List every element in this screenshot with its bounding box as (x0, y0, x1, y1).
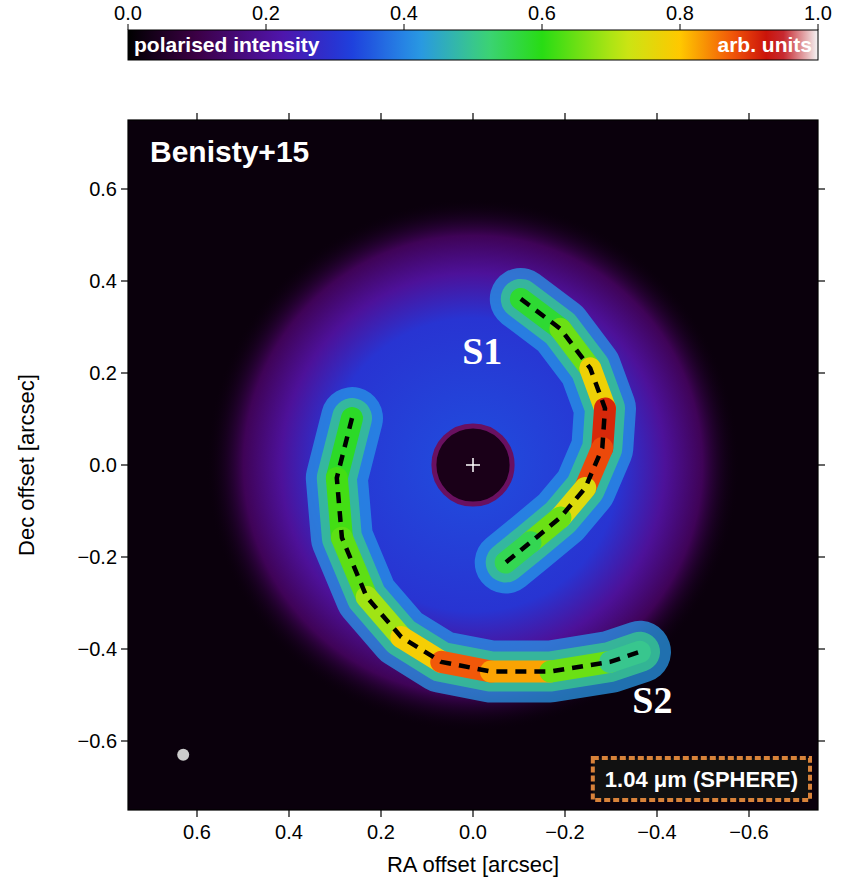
beam (177, 749, 189, 761)
y-tick-label: −0.2 (78, 546, 117, 568)
x-tick (656, 810, 657, 817)
x-tick (196, 810, 197, 817)
x-tick-label: −0.6 (729, 821, 768, 843)
y-tick (121, 372, 128, 373)
x-tick (748, 113, 749, 120)
coronagraph-mask (434, 426, 512, 504)
colorbar-tick-label: 0.8 (666, 2, 694, 24)
colorbar-tick (128, 24, 129, 30)
y-tick-label: −0.4 (78, 638, 117, 660)
diffuse-disk (206, 198, 740, 732)
y-tick-label: 0.4 (89, 270, 117, 292)
figure: 0.0 0.2 0.4 0.6 0.8 1.0 polarised intensity arb… (0, 0, 846, 886)
x-tick (656, 113, 657, 120)
band-box: 1.04 μm (SPHERE) (593, 758, 810, 800)
y-tick-label: 0.6 (89, 178, 117, 200)
x-tick (472, 810, 473, 817)
y-tick (818, 464, 825, 465)
y-axis-title: Dec offset [arcsec] (14, 374, 39, 556)
colorbar-units: arb. units (717, 33, 812, 56)
band-label: 1.04 μm (SPHERE) (605, 767, 798, 792)
colorbar-tick-label: 1.0 (804, 2, 832, 24)
colorbar-tick (404, 24, 405, 30)
arm-glow (506, 299, 605, 563)
y-tick (818, 556, 825, 557)
y-tick (121, 648, 128, 649)
band-frame (593, 758, 810, 800)
x-tick-label: −0.2 (545, 821, 584, 843)
x-tick (288, 113, 289, 120)
arm-glow (337, 418, 640, 671)
y-tick (121, 188, 128, 189)
x-tick (380, 113, 381, 120)
colorbar-tick (818, 24, 819, 30)
arm-glow (337, 418, 640, 671)
colorbar-tick-label: 0.0 (114, 2, 142, 24)
arm-spine (506, 299, 605, 563)
colorbar-tick (266, 24, 267, 30)
x-tick (288, 810, 289, 817)
background (128, 120, 818, 810)
colorbar-tick (680, 24, 681, 30)
arm-glow (506, 299, 605, 563)
x-tick (564, 113, 565, 120)
x-tick (564, 810, 565, 817)
arm-label: S1 (462, 330, 502, 372)
y-tick (121, 280, 128, 281)
x-tick-label: 0.6 (183, 821, 211, 843)
x-tick-label: 0.4 (275, 821, 303, 843)
y-tick (818, 280, 825, 281)
colorbar-tick-label: 0.4 (390, 2, 418, 24)
reference-label: Benisty+15 (150, 135, 309, 168)
star-marker (472, 458, 474, 472)
y-tick (818, 372, 825, 373)
x-tick (196, 113, 197, 120)
x-tick-label: 0.0 (459, 821, 487, 843)
y-tick (121, 464, 128, 465)
colorbar-label: polarised intensity (134, 33, 320, 56)
y-tick-label: 0.2 (89, 362, 117, 384)
x-tick (472, 113, 473, 120)
y-tick-label: −0.6 (78, 730, 117, 752)
y-tick (121, 740, 128, 741)
x-tick-label: 0.2 (367, 821, 395, 843)
y-tick (818, 740, 825, 741)
x-tick-label: −0.4 (637, 821, 676, 843)
arm-label: S2 (632, 679, 672, 721)
x-tick (748, 810, 749, 817)
x-tick (380, 810, 381, 817)
arm-spine (337, 418, 640, 671)
colorbar-tick (542, 24, 543, 30)
y-tick (818, 648, 825, 649)
colorbar-tick-label: 0.2 (252, 2, 280, 24)
y-tick (121, 556, 128, 557)
x-axis-title: RA offset [arcsec] (387, 852, 559, 877)
colorbar-tick-label: 0.6 (528, 2, 556, 24)
colorbar (128, 30, 818, 60)
plot-frame (128, 120, 818, 810)
y-tick (818, 188, 825, 189)
plot-area (128, 120, 818, 810)
y-tick-label: 0.0 (89, 454, 117, 476)
